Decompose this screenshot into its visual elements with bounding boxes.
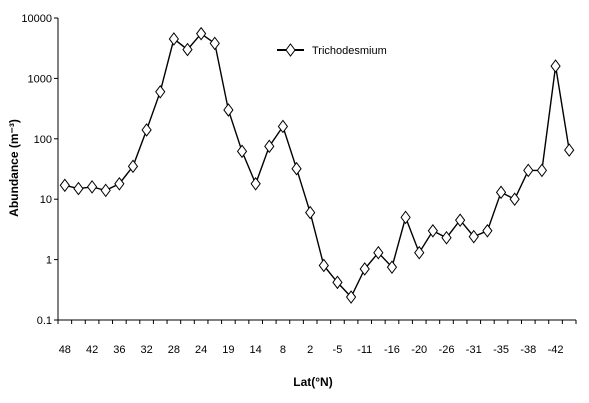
y-tick-label: 0.1 [37,315,52,327]
data-point [482,223,493,238]
x-tick-label: -20 [411,344,427,356]
data-point [386,260,398,274]
x-tick-label: -11 [357,344,372,356]
x-tick-label: 32 [140,344,152,356]
x-tick-label: -31 [466,344,482,356]
data-point [305,205,316,220]
plot-area: 0.1 1 10 100 1000 10000 48 42 36 32 28 24 19 14 8 2 -5 -1… [21,13,577,356]
data-point [223,103,234,117]
data-point [509,192,520,207]
data-point [332,275,343,290]
y-axis-title-group: Abundance (m⁻³) [7,119,21,217]
data-point [236,144,248,159]
legend: Trichodesmium [277,43,387,57]
data-point [155,84,166,99]
data-point [536,163,548,178]
data-point [523,163,534,178]
x-tick-label: 2 [307,344,313,356]
x-tick-label: -16 [384,344,400,356]
y-tick-label: 100 [34,134,52,146]
data-point [414,245,425,260]
data-point [277,119,289,134]
data-point [86,180,98,194]
data-point [59,178,70,193]
x-tick-label: 8 [280,344,286,356]
data-point [400,210,411,225]
x-tick-label: -5 [333,344,343,356]
data-point [73,181,84,196]
x-tick-label: 42 [86,344,98,356]
legend-label: Trichodesmium [312,45,387,57]
y-tick-label: 1000 [28,73,52,85]
y-tick-label: 1 [46,255,52,267]
data-point [455,213,466,227]
data-point [291,161,302,176]
data-point [564,143,575,157]
data-point [250,176,261,191]
x-tick-label: 28 [168,344,180,356]
data-point [141,123,152,137]
x-tick-label: -42 [548,344,564,356]
x-tick-label: 36 [113,344,125,356]
y-tick-label: 10000 [21,13,52,25]
legend-marker [285,43,296,57]
x-tick-label: -35 [493,344,509,356]
x-tick-label: 24 [195,344,207,356]
y-tick-label: 10 [40,194,52,206]
x-tick-label: 14 [250,344,262,356]
x-tick-label: 48 [59,344,71,356]
x-tick-label: -38 [520,344,536,356]
series-line-trichodesmium [64,32,570,299]
data-point [196,26,207,41]
y-axis-title: Abundance (m⁻³) [7,119,21,217]
x-axis-title: Lat(°N) [293,375,332,389]
x-tick-label: -26 [439,344,455,356]
data-point [345,290,357,304]
data-point [468,229,479,244]
data-point [441,230,452,245]
data-point [168,32,179,46]
data-point [209,36,220,51]
data-point [495,185,507,200]
data-point [427,223,438,238]
data-point [182,42,193,57]
data-point [318,258,329,273]
data-point [127,159,139,174]
data-point [114,176,125,191]
data-point [359,262,370,276]
data-point [264,139,275,154]
data-point [550,59,561,73]
data-point [373,245,384,260]
data-point [100,183,111,198]
x-tick-label: 19 [222,344,234,356]
